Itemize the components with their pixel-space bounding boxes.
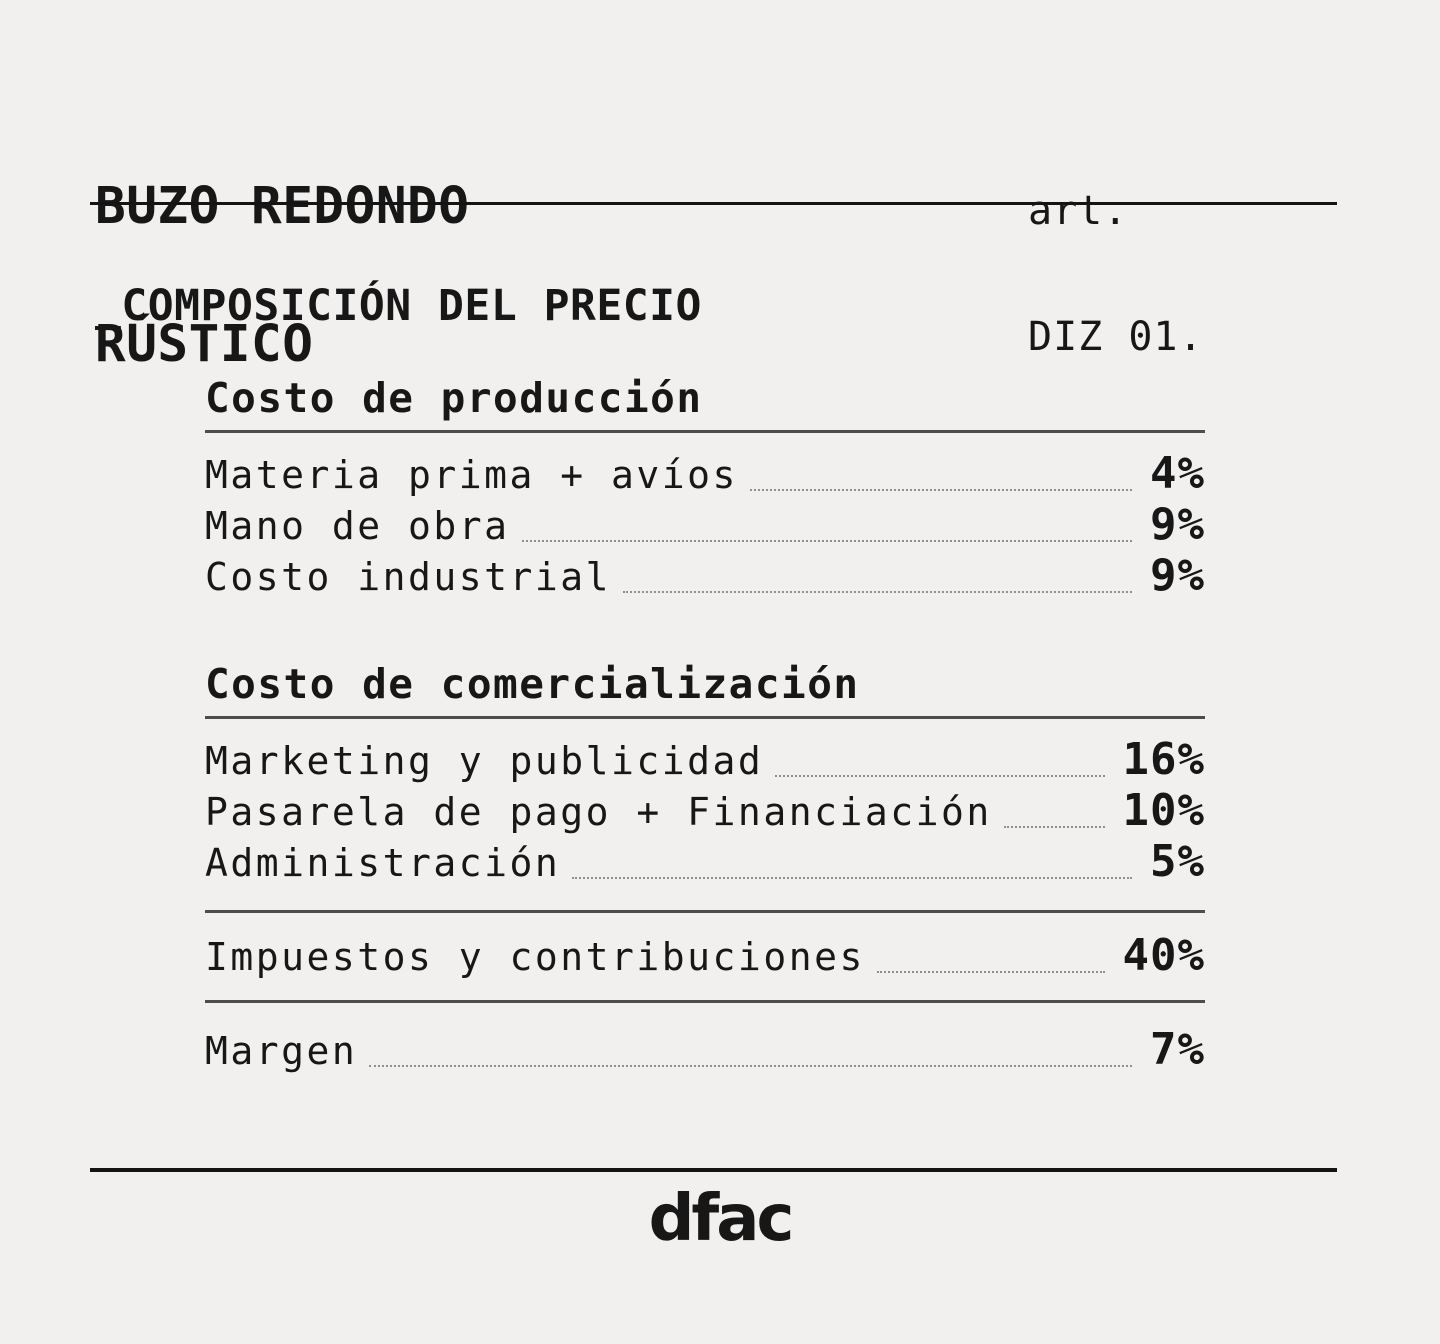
- article-code-block: art. DIZ 01.: [1028, 106, 1204, 442]
- taxes-block: Impuestos y contribuciones 40%: [205, 910, 1205, 1000]
- header-divider: [90, 202, 1337, 205]
- commercialization-cost-group: Costo de comercialización Marketing y pu…: [205, 662, 1205, 888]
- row-label: Pasarela de pago + Financiación: [205, 790, 992, 834]
- brand-logo: dfac: [648, 1182, 795, 1256]
- dotted-leader: [876, 971, 1105, 973]
- row-value: 7%: [1150, 1024, 1205, 1075]
- row-label: Costo industrial: [205, 555, 612, 599]
- row-value: 9%: [1150, 550, 1205, 601]
- row-value: 9%: [1150, 499, 1205, 550]
- table-row: Administración 5%: [205, 837, 1205, 888]
- production-cost-heading: Costo de producción: [205, 376, 1205, 433]
- row-label: Impuestos y contribuciones: [205, 935, 865, 979]
- commercialization-cost-rows: Marketing y publicidad 16% Pasarela de p…: [205, 735, 1205, 888]
- production-cost-group: Costo de producción Materia prima + avío…: [205, 376, 1205, 602]
- dotted-leader: [1003, 826, 1105, 828]
- table-row: Mano de obra 9%: [205, 500, 1205, 551]
- row-label: Administración: [205, 841, 561, 885]
- cost-table: Costo de producción Materia prima + avío…: [205, 376, 1205, 1086]
- product-title-line2: RÚSTICO: [95, 315, 314, 374]
- row-value: 16%: [1122, 734, 1205, 785]
- table-row: Marketing y publicidad 16%: [205, 735, 1205, 786]
- row-value: 4%: [1150, 448, 1205, 499]
- product-title-line1: BUZO REDONDO: [95, 177, 470, 236]
- row-label: Margen: [205, 1029, 358, 1073]
- product-title: BUZO REDONDO RÚSTICO: [95, 92, 469, 460]
- section-title: _COMPOSICIÓN DEL PRECIO: [95, 281, 702, 331]
- footer-divider: [90, 1168, 1337, 1172]
- row-value: 5%: [1150, 836, 1205, 887]
- dotted-leader: [521, 540, 1133, 542]
- dotted-leader: [775, 775, 1105, 777]
- table-row: Margen 7%: [205, 1025, 1205, 1076]
- dotted-leader: [572, 877, 1133, 879]
- table-row: Impuestos y contribuciones 40%: [205, 931, 1205, 982]
- row-label: Marketing y publicidad: [205, 739, 764, 783]
- dotted-leader: [623, 591, 1133, 593]
- table-row: Costo industrial 9%: [205, 551, 1205, 602]
- row-label: Materia prima + avíos: [205, 453, 738, 497]
- dotted-leader: [749, 489, 1133, 491]
- row-value: 10%: [1122, 785, 1205, 836]
- row-label: Mano de obra: [205, 504, 510, 548]
- row-value: 40%: [1122, 930, 1205, 981]
- commercialization-cost-heading: Costo de comercialización: [205, 662, 1205, 719]
- table-row: Pasarela de pago + Financiación 10%: [205, 786, 1205, 837]
- article-label: art.: [1028, 188, 1129, 234]
- margin-block: Margen 7%: [205, 1000, 1205, 1086]
- table-row: Materia prima + avíos 4%: [205, 449, 1205, 500]
- dotted-leader: [369, 1065, 1133, 1067]
- production-cost-rows: Materia prima + avíos 4% Mano de obra 9%…: [205, 449, 1205, 602]
- article-code: DIZ 01.: [1028, 314, 1204, 360]
